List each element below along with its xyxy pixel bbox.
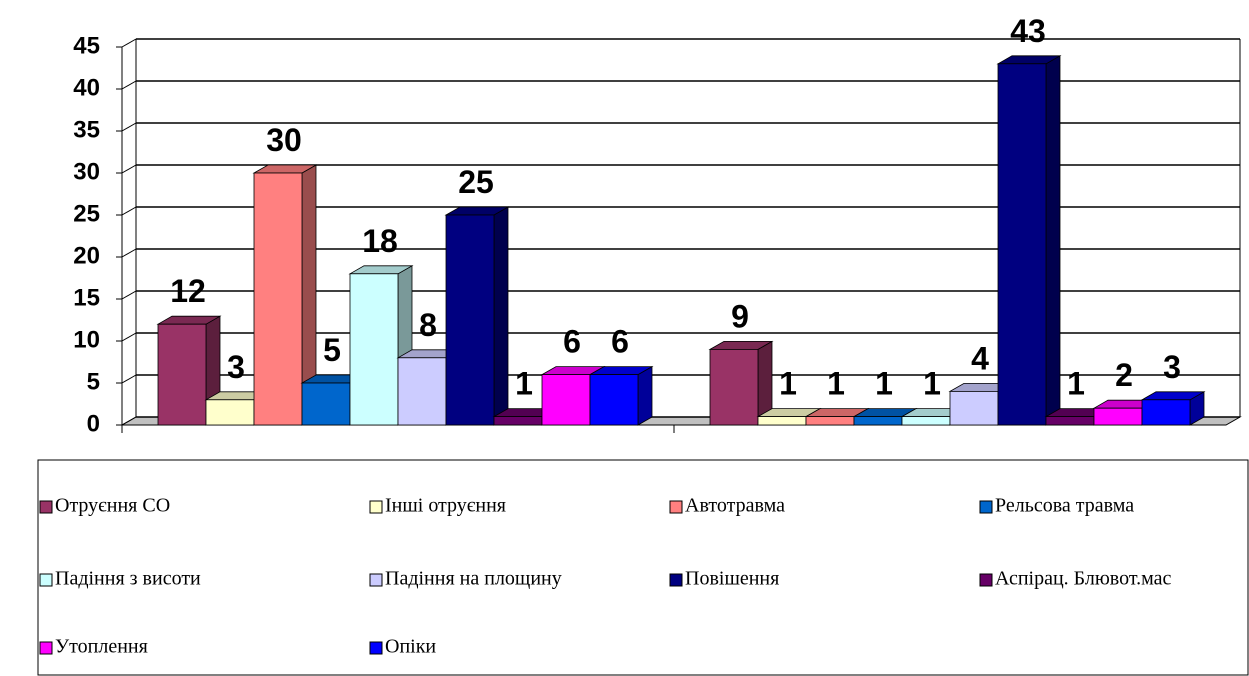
- bar: [1140, 391, 1206, 426]
- legend-label: Утоплення: [55, 636, 148, 658]
- data-label: 3: [227, 349, 245, 385]
- legend-label: Падіння з висоти: [55, 568, 201, 590]
- bar-front: [349, 273, 399, 426]
- bar-front: [397, 357, 447, 426]
- bar: [588, 365, 654, 426]
- bar-front: [301, 382, 351, 426]
- bar-front: [853, 416, 903, 426]
- y-tick-label: 45: [73, 32, 100, 59]
- legend-swatch: [39, 641, 53, 655]
- data-label: 4: [971, 340, 989, 376]
- legend-label: Опіки: [385, 636, 436, 658]
- grid-line: [121, 38, 137, 48]
- legend-swatch: [39, 500, 53, 514]
- bar: [444, 206, 510, 426]
- legend-label: Інші отруєння: [385, 495, 506, 517]
- bar-front: [205, 399, 255, 426]
- legend-swatch: [369, 573, 383, 587]
- bar-front: [901, 416, 951, 426]
- data-label: 1: [923, 366, 941, 402]
- data-label: 43: [1010, 13, 1046, 49]
- legend-box: [37, 459, 1249, 676]
- bar-side: [637, 365, 653, 426]
- data-label: 2: [1115, 357, 1133, 393]
- data-label: 6: [563, 324, 581, 360]
- legend-label: Отруєння СО: [55, 495, 170, 517]
- data-label: 3: [1163, 349, 1181, 385]
- y-tick-label: 30: [73, 158, 100, 185]
- data-label: 18: [362, 223, 398, 259]
- grid-line: [121, 80, 137, 90]
- data-label: 30: [266, 122, 302, 158]
- legend-swatch: [369, 641, 383, 655]
- bar-front: [493, 416, 543, 426]
- y-tick-label: 15: [73, 284, 100, 311]
- data-label: 12: [170, 273, 206, 309]
- grid-line: [121, 290, 137, 300]
- legend-swatch: [979, 573, 993, 587]
- bar-front: [541, 374, 591, 426]
- y-tick-label: 0: [87, 410, 100, 437]
- y-tick-label: 40: [73, 74, 100, 101]
- y-tick-label: 5: [87, 368, 100, 395]
- data-label: 9: [731, 298, 749, 334]
- bar: [996, 55, 1062, 426]
- bar-front: [709, 348, 759, 426]
- legend-label: Падіння на площину: [385, 568, 562, 590]
- bar-front: [1093, 407, 1143, 426]
- bar-front: [589, 374, 639, 426]
- y-tick-label: 25: [73, 200, 100, 227]
- data-label: 1: [827, 366, 845, 402]
- y-tick-label: 20: [73, 242, 100, 269]
- legend-label: Рельсова травма: [995, 495, 1134, 517]
- bar: [252, 164, 318, 426]
- bar-front: [253, 172, 303, 426]
- data-label: 25: [458, 164, 494, 200]
- bar-side: [493, 206, 509, 426]
- bar-front: [1141, 399, 1191, 426]
- bar: [708, 340, 774, 426]
- grid-line: [121, 122, 137, 132]
- grid-line: [121, 164, 137, 174]
- bar-front: [445, 214, 495, 426]
- bar-front: [157, 323, 207, 426]
- data-label: 1: [515, 366, 533, 402]
- bar-front: [757, 416, 807, 426]
- bar-front: [997, 63, 1047, 426]
- legend-label: Автотравма: [685, 495, 785, 517]
- grid-line: [121, 206, 137, 216]
- data-label: 1: [779, 366, 797, 402]
- bar-front: [1045, 416, 1095, 426]
- data-label: 1: [1067, 366, 1085, 402]
- legend-swatch: [669, 573, 683, 587]
- legend-swatch: [979, 500, 993, 514]
- data-label: 8: [419, 307, 437, 343]
- legend-label: Аспірац. Блювот.мас: [995, 568, 1171, 590]
- grid-line: [121, 332, 137, 342]
- y-tick-label: 10: [73, 326, 100, 353]
- data-label: 5: [323, 332, 341, 368]
- data-label: 6: [611, 324, 629, 360]
- data-label: 1: [875, 366, 893, 402]
- legend-swatch: [39, 573, 53, 587]
- legend-swatch: [369, 500, 383, 514]
- bar-front: [949, 390, 999, 426]
- grid-line: [121, 416, 137, 426]
- legend-swatch: [669, 500, 683, 514]
- bar-front: [805, 416, 855, 426]
- legend-label: Повішення: [685, 568, 779, 590]
- grid-line: [121, 374, 137, 384]
- y-tick-label: 35: [73, 116, 100, 143]
- bar-side: [1045, 55, 1061, 426]
- grid-line: [121, 248, 137, 258]
